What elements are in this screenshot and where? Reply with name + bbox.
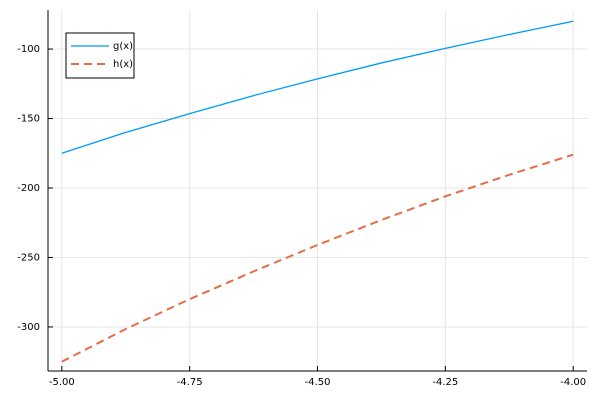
y-tick-label: -250 [17,252,40,263]
y-tick-label: -200 [17,183,40,194]
x-tick-label: -5.00 [49,377,75,388]
series-line [61,20,574,154]
x-tick-label: -4.00 [560,377,586,388]
x-tick-label: -4.50 [305,377,331,388]
legend-label: h(x) [113,59,133,70]
y-tick-label: -300 [17,322,40,333]
legend-box [65,32,135,79]
legend-label: g(x) [113,41,133,52]
series-line [61,153,574,363]
x-tick-label: -4.25 [432,377,458,388]
y-tick-label: -100 [17,44,40,55]
x-tick-label: -4.75 [177,377,203,388]
y-tick-label: -150 [17,114,40,125]
